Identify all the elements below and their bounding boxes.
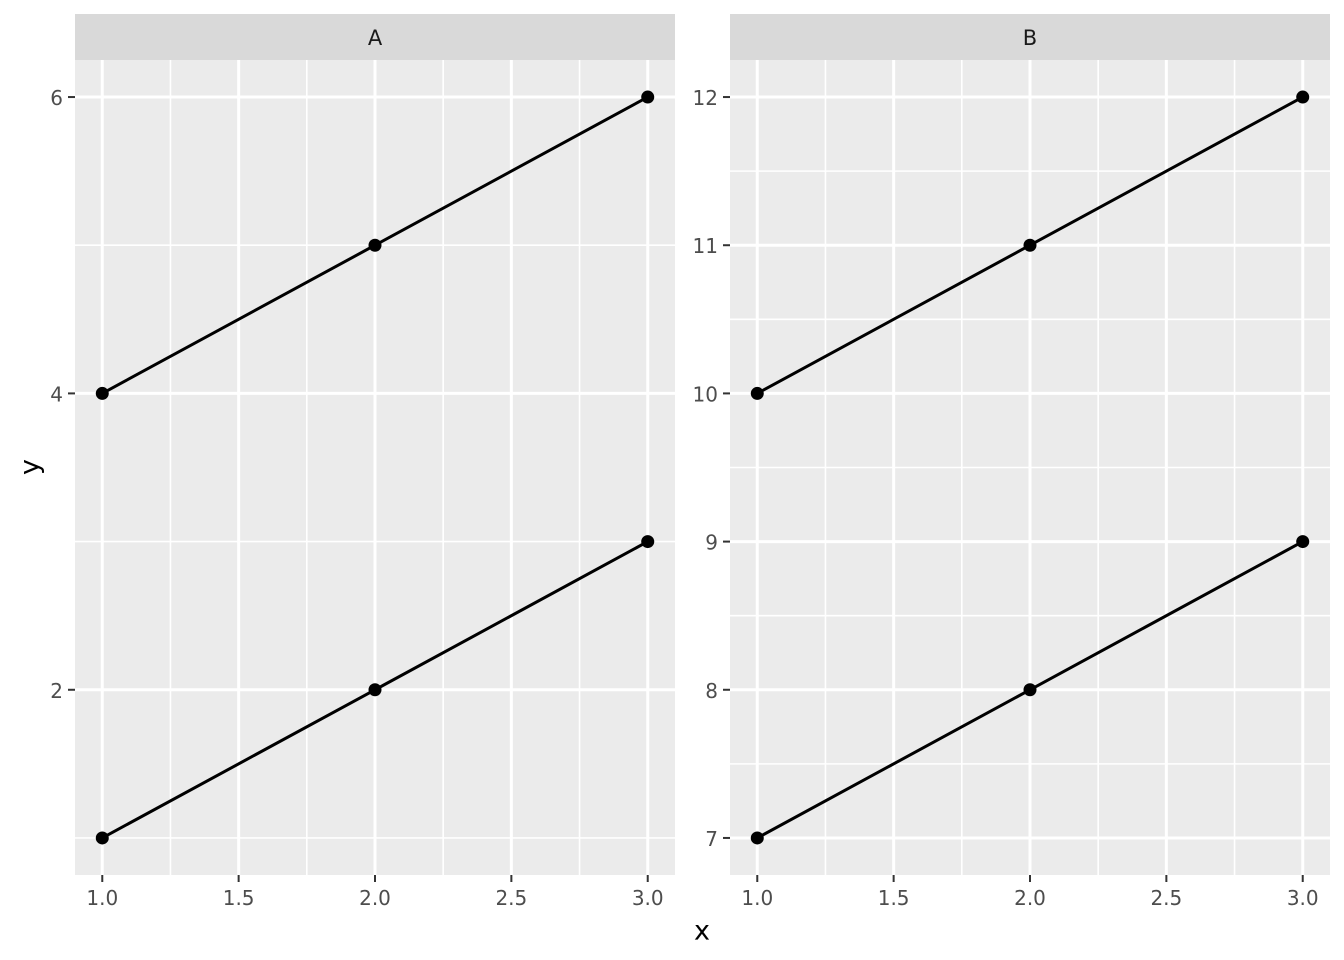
x-axis-tick-label: 2.0 (1014, 886, 1046, 910)
x-axis-tick-label: 2.5 (495, 886, 527, 910)
y-axis-tick-label: 12 (693, 86, 718, 110)
y-axis-tick-label: 4 (50, 382, 63, 406)
data-point (1023, 683, 1037, 697)
x-axis-tick-label: 3.0 (1287, 886, 1319, 910)
data-point (1296, 535, 1310, 549)
facet-strip (75, 14, 675, 60)
facet-panel-a: A 2 4 6 1.0 1.5 2.0 2.5 3.0 (50, 14, 675, 910)
y-axis-tick-label: 8 (705, 679, 718, 703)
y-axis-tick-label: 11 (693, 234, 718, 258)
data-point (641, 90, 655, 104)
facet-strip-label: B (1023, 26, 1037, 50)
data-point (95, 386, 109, 400)
x-axis-tick-label: 2.0 (359, 886, 391, 910)
data-point (750, 831, 764, 845)
y-axis-tick-label: 7 (705, 827, 718, 851)
x-axis-tick-label: 1.0 (86, 886, 118, 910)
data-point (1296, 90, 1310, 104)
data-point (368, 238, 382, 252)
y-axis-tick-label: 10 (693, 382, 718, 406)
data-point (368, 683, 382, 697)
x-axis-tick-label: 1.0 (741, 886, 773, 910)
data-point (750, 386, 764, 400)
x-axis-tick-label: 2.5 (1150, 886, 1182, 910)
y-axis-tick-label: 6 (50, 86, 63, 110)
data-point (95, 831, 109, 845)
x-axis-title: x (694, 915, 710, 947)
x-axis-tick-label: 1.5 (223, 886, 255, 910)
facet-strip-label: A (368, 26, 383, 50)
y-axis-tick-label: 9 (705, 531, 718, 555)
x-axis-tick-label: 1.5 (878, 886, 910, 910)
facet-strip (730, 14, 1330, 60)
y-axis-tick-label: 2 (50, 679, 63, 703)
x-axis-tick-label: 3.0 (632, 886, 664, 910)
y-axis-title: y (14, 459, 46, 475)
facet-panel-b: B 7 8 9 10 11 12 1.0 1.5 2.0 2.5 3.0 (693, 14, 1330, 910)
data-point (641, 535, 655, 549)
data-point (1023, 238, 1037, 252)
